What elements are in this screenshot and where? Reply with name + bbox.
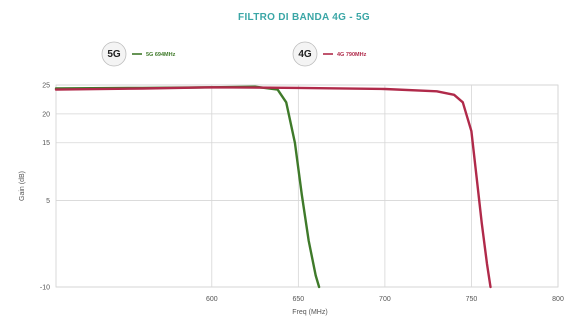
y-tick-label: 5 [46,198,50,205]
x-tick-label: 650 [293,296,305,303]
legend-badge-label-4g: 4G [298,49,312,60]
y-axis-label: Gain (dB) [19,171,26,201]
legend-badge-4g [292,41,318,67]
legend-item-4g: 4G 4G 790MHz [292,41,367,67]
x-tick-label: 750 [466,296,478,303]
x-tick-label: 600 [206,296,218,303]
y-tick-label: -10 [40,285,50,292]
y-tick-label: 25 [42,83,50,90]
y-tick-label: 20 [42,111,50,118]
series-line-4g [54,86,492,289]
legend-label-5g: 5G 694MHz [146,52,176,58]
legend-badge-5g [101,41,127,67]
legend-badge-label-5g: 5G [107,49,121,60]
x-tick-label: 800 [552,296,564,303]
series-line-5g [54,85,321,289]
chart-title: FILTRO DI BANDA 4G - 5G [238,12,370,23]
x-tick-label: 700 [379,296,391,303]
plot-area: 25 20 15 5 -10 600 650 700 750 800 [40,83,564,304]
plot-frame [55,84,559,288]
legend-label-4g: 4G 790MHz [337,52,367,58]
legend-item-5g: 5G 5G 694MHz [101,41,176,67]
x-axis-label: Freq (MHz) [292,309,327,316]
y-tick-label: 15 [42,140,50,147]
